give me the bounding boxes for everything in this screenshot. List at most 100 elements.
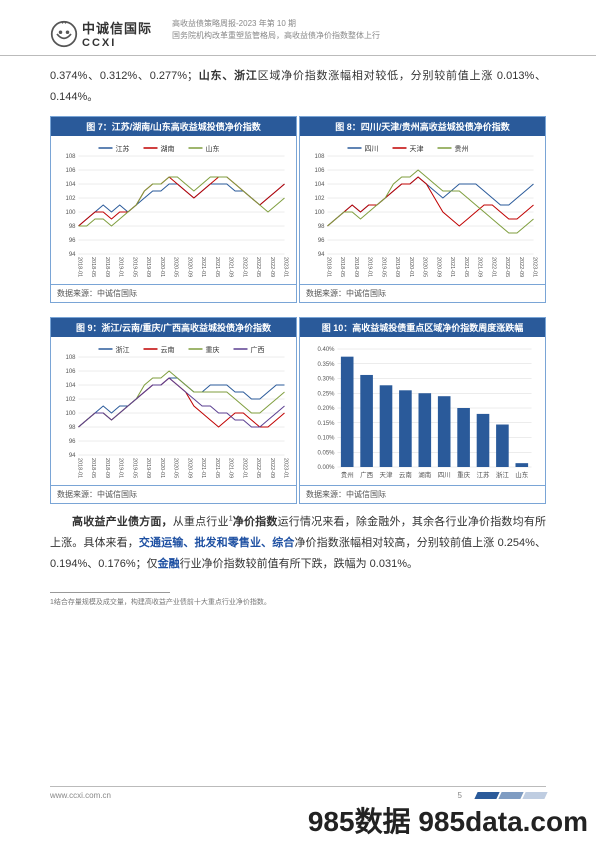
- svg-text:108: 108: [65, 355, 76, 361]
- svg-text:广西: 广西: [251, 345, 265, 354]
- svg-text:2019-01: 2019-01: [118, 458, 124, 478]
- svg-text:2019-09: 2019-09: [145, 257, 151, 277]
- svg-text:0.20%: 0.20%: [317, 406, 335, 412]
- svg-text:0.15%: 0.15%: [317, 421, 335, 427]
- svg-text:2022-01: 2022-01: [241, 257, 247, 277]
- logo-en: CCXI: [82, 37, 152, 49]
- chart-8-body: 四川天津贵州9496981001021041061082018-012018-0…: [300, 136, 545, 284]
- svg-text:2020-01: 2020-01: [159, 458, 165, 478]
- svg-text:2020-01: 2020-01: [408, 257, 414, 277]
- svg-text:2023-01: 2023-01: [283, 257, 289, 277]
- footer-url: www.ccxi.com.cn: [50, 791, 111, 800]
- svg-text:2020-09: 2020-09: [186, 257, 192, 277]
- svg-text:2021-05: 2021-05: [214, 458, 220, 478]
- svg-text:2022-01: 2022-01: [490, 257, 496, 277]
- chart-10: 图 10：高收益城投债重点区域净价指数周度涨跌幅 0.00%0.05%0.10%…: [299, 317, 546, 504]
- chart-9-title: 图 9：浙江/云南/重庆/广西高收益城投债净价指数: [51, 318, 296, 337]
- svg-text:100: 100: [65, 411, 76, 417]
- footer-page: 5: [458, 791, 462, 800]
- svg-text:2021-01: 2021-01: [200, 458, 206, 478]
- svg-text:106: 106: [65, 369, 76, 375]
- svg-text:2018-01: 2018-01: [77, 257, 83, 277]
- header-subtitles: 高收益债策略周报-2023 年第 10 期 国务院机构改革重塑监管格局，高收益债…: [172, 18, 380, 42]
- svg-text:2018-09: 2018-09: [104, 458, 110, 478]
- p1-bold: 山东、浙江: [198, 70, 258, 82]
- svg-text:102: 102: [65, 397, 76, 403]
- svg-text:0.10%: 0.10%: [317, 435, 335, 441]
- svg-text:2020-01: 2020-01: [159, 257, 165, 277]
- svg-text:98: 98: [69, 224, 76, 230]
- chart-grid-bottom: 图 9：浙江/云南/重庆/广西高收益城投债净价指数 浙江云南重庆广西949698…: [50, 317, 546, 504]
- page-header: 中诚信国际 CCXI 高收益债策略周报-2023 年第 10 期 国务院机构改革…: [0, 0, 596, 56]
- header-line1: 高收益债策略周报-2023 年第 10 期: [172, 18, 380, 30]
- chart-7: 图 7：江苏/湖南/山东高收益城投债净价指数 江苏湖南山东94969810010…: [50, 116, 297, 303]
- svg-text:0.00%: 0.00%: [317, 465, 335, 471]
- svg-text:云南: 云南: [161, 345, 175, 354]
- svg-text:98: 98: [318, 224, 325, 230]
- svg-text:2019-05: 2019-05: [131, 257, 137, 277]
- p1-prefix: 0.374%、0.312%、0.277%；: [50, 70, 198, 82]
- svg-text:96: 96: [318, 238, 325, 244]
- svg-text:广西: 广西: [360, 470, 374, 479]
- svg-text:贵州: 贵州: [455, 144, 469, 153]
- svg-text:江苏: 江苏: [116, 144, 130, 153]
- svg-text:贵州: 贵州: [341, 470, 354, 479]
- svg-text:2020-09: 2020-09: [435, 257, 441, 277]
- svg-text:重庆: 重庆: [457, 470, 471, 479]
- svg-text:0.05%: 0.05%: [317, 450, 335, 456]
- svg-text:天津: 天津: [380, 471, 394, 479]
- svg-text:2019-01: 2019-01: [367, 257, 373, 277]
- svg-text:2019-05: 2019-05: [131, 458, 137, 478]
- chart-7-title: 图 7：江苏/湖南/山东高收益城投债净价指数: [51, 117, 296, 136]
- svg-text:2021-05: 2021-05: [463, 257, 469, 277]
- svg-text:山东: 山东: [515, 470, 529, 479]
- svg-text:2023-01: 2023-01: [532, 257, 538, 277]
- svg-text:104: 104: [65, 182, 76, 188]
- svg-text:云南: 云南: [399, 470, 413, 479]
- svg-text:2020-05: 2020-05: [173, 458, 179, 478]
- p2-t1: 高收益产业债方面，: [72, 516, 173, 528]
- svg-text:2021-01: 2021-01: [449, 257, 455, 277]
- svg-text:2018-05: 2018-05: [90, 257, 96, 277]
- logo: 中诚信国际 CCXI: [50, 18, 152, 49]
- p2-t3: 净价指数: [233, 516, 278, 528]
- logo-icon: [50, 20, 78, 48]
- p2-t5: 交通运输、批发和零售业、综合: [139, 537, 295, 549]
- svg-text:96: 96: [69, 439, 76, 445]
- svg-text:2021-09: 2021-09: [228, 458, 234, 478]
- p2-t2: 从重点行业: [173, 516, 229, 528]
- svg-text:96: 96: [69, 238, 76, 244]
- svg-text:2021-01: 2021-01: [200, 257, 206, 277]
- chart-9: 图 9：浙江/云南/重庆/广西高收益城投债净价指数 浙江云南重庆广西949698…: [50, 317, 297, 504]
- svg-text:2022-09: 2022-09: [269, 458, 275, 478]
- svg-text:2022-09: 2022-09: [518, 257, 524, 277]
- p2-t8: 行业净价指数较前值有所下跌，跌幅为 0.031%。: [180, 558, 418, 570]
- svg-text:104: 104: [65, 383, 76, 389]
- chart-9-body: 浙江云南重庆广西9496981001021041061082018-012018…: [51, 337, 296, 485]
- content: 0.374%、0.312%、0.277%；山东、浙江区域净价指数涨幅相对较低，分…: [0, 56, 596, 607]
- watermark: 985数据 985data.com: [308, 800, 588, 840]
- svg-text:2022-01: 2022-01: [241, 458, 247, 478]
- paragraph-1: 0.374%、0.312%、0.277%；山东、浙江区域净价指数涨幅相对较低，分…: [50, 66, 546, 108]
- svg-text:2021-09: 2021-09: [477, 257, 483, 277]
- svg-text:江苏: 江苏: [477, 470, 491, 479]
- svg-text:重庆: 重庆: [206, 345, 220, 354]
- svg-text:108: 108: [65, 154, 76, 160]
- svg-text:100: 100: [314, 210, 325, 216]
- svg-text:天津: 天津: [410, 145, 424, 153]
- svg-text:2020-05: 2020-05: [422, 257, 428, 277]
- svg-text:0.35%: 0.35%: [317, 362, 335, 368]
- svg-text:浙江: 浙江: [496, 470, 510, 479]
- chart-8: 图 8：四川/天津/贵州高收益城投债净价指数 四川天津贵州94969810010…: [299, 116, 546, 303]
- svg-text:湖南: 湖南: [161, 144, 175, 153]
- svg-text:2022-05: 2022-05: [504, 257, 510, 277]
- svg-text:浙江: 浙江: [116, 345, 130, 354]
- svg-text:102: 102: [314, 196, 325, 202]
- svg-text:2022-05: 2022-05: [255, 257, 261, 277]
- svg-text:2018-09: 2018-09: [104, 257, 110, 277]
- svg-text:106: 106: [314, 168, 325, 174]
- p2-t7: 金融: [158, 558, 180, 570]
- svg-text:山东: 山东: [206, 144, 220, 153]
- svg-text:0.25%: 0.25%: [317, 391, 335, 397]
- svg-text:2018-05: 2018-05: [90, 458, 96, 478]
